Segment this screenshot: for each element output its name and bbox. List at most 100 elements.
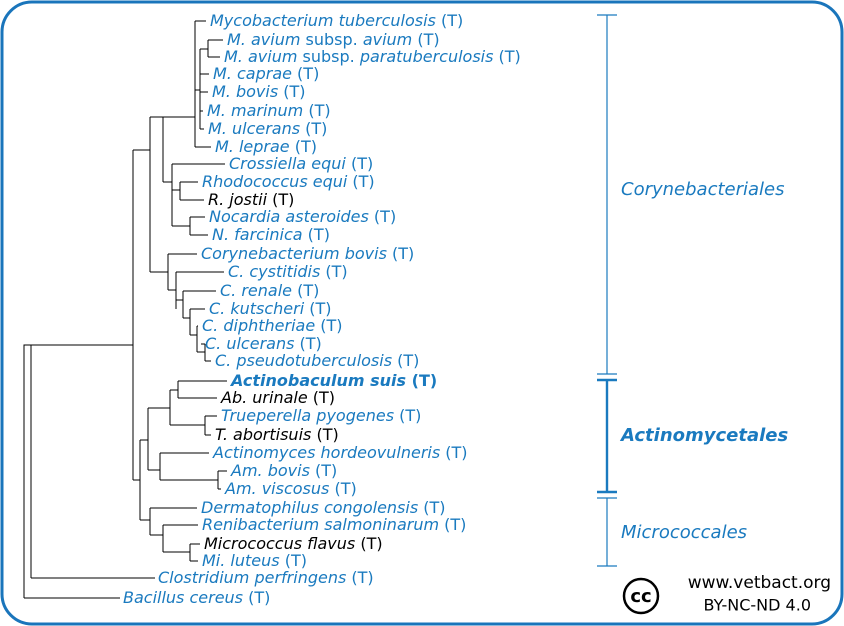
leaf-label: M. leprae (T) — [215, 137, 317, 156]
taxon-name: C. pseudotuberculosis — [215, 351, 392, 370]
taxon-name: Renibacterium salmoninarum — [202, 515, 439, 534]
name-suffix: (T) — [436, 11, 463, 30]
leaf-label: Mi. luteus (T) — [202, 551, 307, 570]
taxon-name: Dermatophilus congolensis — [201, 498, 418, 517]
taxon-name: M. ulcerans — [208, 119, 300, 138]
name-suffix: (T) — [439, 515, 466, 534]
leaf-label: Clostridium perfringens (T) — [158, 568, 374, 587]
taxon-name: T. abortisuis — [215, 425, 311, 444]
name-suffix: (T) — [267, 190, 294, 209]
name-suffix: (T) — [280, 551, 307, 570]
leaf-labels: Mycobacterium tuberculosis (T)M. avium s… — [123, 11, 521, 607]
name-suffix: (T) — [292, 64, 319, 83]
name-suffix: (T) — [278, 82, 305, 101]
leaf-label: Am. bovis (T) — [230, 461, 337, 480]
group-label: Micrococcales — [621, 522, 747, 543]
taxon-name: Mycobacterium tuberculosis — [210, 11, 436, 30]
leaf-label: M. bovis (T) — [212, 82, 306, 101]
tree-branches — [23, 20, 227, 599]
taxon-name: M. avium — [227, 30, 300, 49]
name-suffix: (T) — [369, 207, 396, 226]
taxon-name: Actinobaculum suis — [229, 371, 406, 390]
name-suffix: (T) — [308, 388, 335, 407]
leaf-label: C. cystitidis (T) — [228, 262, 348, 281]
name-suffix: (T) — [300, 119, 327, 138]
leaf-label: C. pseudotuberculosis (T) — [215, 351, 419, 370]
taxon-name: N. farcinica — [212, 225, 303, 244]
leaf-label: Rhodococcus equi (T) — [202, 172, 375, 191]
taxon-name: Rhodococcus equi — [202, 172, 348, 191]
cc-icon: cc — [630, 586, 651, 607]
taxon-name: C. cystitidis — [228, 262, 320, 281]
leaf-label: Trueperella pyogenes (T) — [221, 406, 421, 425]
name-suffix: (T) — [329, 479, 356, 498]
name-suffix: (T) — [315, 316, 342, 335]
leaf-label: Am. viscosus (T) — [224, 479, 357, 498]
name-suffix: (T) — [311, 425, 338, 444]
name-suffix: (T) — [406, 371, 437, 390]
taxon-name: C. renale — [220, 281, 292, 300]
taxon-name: M. caprae — [213, 64, 292, 83]
name-suffix: (T) — [310, 461, 337, 480]
leaf-label: Actinomyces hordeovulneris (T) — [212, 443, 468, 462]
group-label: Actinomycetales — [619, 425, 788, 446]
taxon-name: Crossiella equi — [229, 154, 346, 173]
license: cc www.vetbact.org BY-NC-ND 4.0 — [622, 573, 831, 615]
name-suffix: (T) — [346, 568, 373, 587]
leaf-label: Corynebacterium bovis (T) — [201, 244, 414, 263]
name-suffix: (T) — [392, 351, 419, 370]
leaf-label: Renibacterium salmoninarum (T) — [202, 515, 466, 534]
name-suffix: (T) — [346, 154, 373, 173]
leaf-label: Ab. urinale (T) — [220, 388, 335, 407]
name-suffix: (T) — [290, 137, 317, 156]
taxon-name: M. bovis — [212, 82, 278, 101]
group-label: Corynebacteriales — [621, 179, 785, 200]
taxon-name: Micrococcus flavus — [204, 534, 355, 553]
taxon-name: M. leprae — [215, 137, 290, 156]
name-suffix: subsp. — [297, 47, 359, 66]
name-suffix: (T) — [440, 443, 467, 462]
taxon-name: C. diphtheriae — [202, 316, 315, 335]
name-suffix: (T) — [418, 498, 445, 517]
name-suffix: subsp. — [300, 30, 362, 49]
leaf-label: Mycobacterium tuberculosis (T) — [210, 11, 463, 30]
taxon-name: Clostridium perfringens — [158, 568, 346, 587]
name-suffix: (T) — [355, 534, 382, 553]
taxon-name: Am. viscosus — [224, 479, 329, 498]
leaf-label: Nocardia asteroides (T) — [209, 207, 396, 226]
taxon-name: C. ulcerans — [205, 334, 294, 353]
leaf-label: Crossiella equi (T) — [229, 154, 373, 173]
taxon-name: Mi. luteus — [202, 551, 280, 570]
taxon-name: M. avium — [224, 47, 297, 66]
taxon-name: avium — [363, 30, 412, 49]
name-suffix: (T) — [304, 299, 331, 318]
taxon-name: Bacillus cereus — [123, 588, 243, 607]
taxon-name: Ab. urinale — [220, 388, 308, 407]
site-url: www.vetbact.org — [688, 573, 831, 593]
leaf-label: C. diphtheriae (T) — [202, 316, 343, 335]
name-suffix: (T) — [320, 262, 347, 281]
taxon-name: Trueperella pyogenes — [221, 406, 394, 425]
name-suffix: (T) — [412, 30, 439, 49]
leaf-label: M. marinum (T) — [207, 101, 331, 120]
taxon-name: paratuberculosis — [359, 47, 494, 66]
leaf-label: N. farcinica (T) — [212, 225, 330, 244]
leaf-label: R. jostii (T) — [208, 190, 294, 209]
taxon-name: Nocardia asteroides — [209, 207, 369, 226]
bracket — [597, 497, 617, 567]
leaf-label: C. renale (T) — [220, 281, 319, 300]
leaf-label: Actinobaculum suis (T) — [229, 371, 437, 390]
taxon-name: M. marinum — [207, 101, 303, 120]
leaf-label: C. ulcerans (T) — [205, 334, 322, 353]
taxon-name: Am. bovis — [230, 461, 310, 480]
leaf-label: T. abortisuis (T) — [215, 425, 339, 444]
bracket — [597, 378, 617, 494]
leaf-label: M. avium subsp. avium (T) — [227, 30, 440, 49]
leaf-label: M. caprae (T) — [213, 64, 319, 83]
taxon-name: Actinomyces hordeovulneris — [212, 443, 440, 462]
name-suffix: (T) — [394, 406, 421, 425]
leaf-label: Micrococcus flavus (T) — [204, 534, 383, 553]
name-suffix: (T) — [347, 172, 374, 191]
